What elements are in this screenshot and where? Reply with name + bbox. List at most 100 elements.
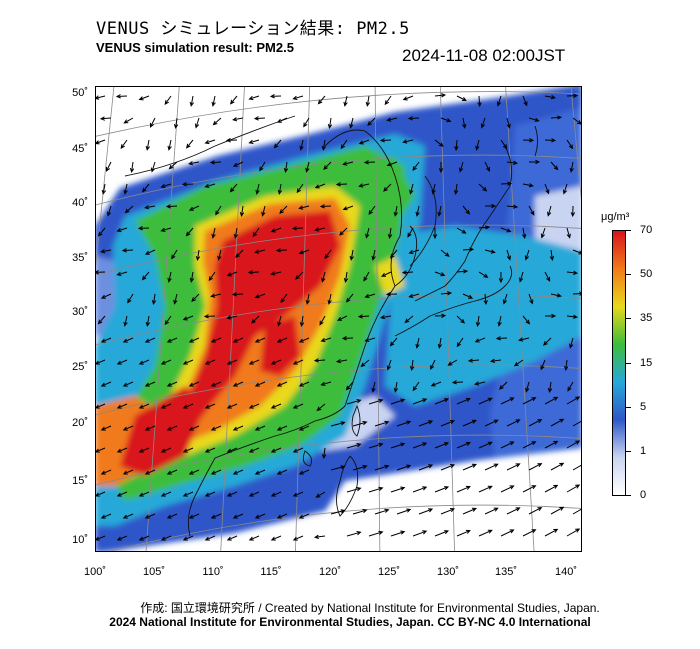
wind-vector-arrow xyxy=(462,117,467,129)
lat-label-50: 50˚ xyxy=(72,87,88,99)
wind-vector-arrow xyxy=(270,535,282,541)
wind-vector-arrow xyxy=(254,425,266,431)
wind-vector-arrow xyxy=(393,381,399,393)
wind-vector-arrow xyxy=(569,337,574,349)
wind-vector-arrow xyxy=(182,403,194,409)
wind-vector-arrow xyxy=(522,441,537,449)
wind-vector-arrow xyxy=(185,139,194,149)
wind-vector-arrow xyxy=(276,117,288,123)
wind-vector-arrow xyxy=(235,249,244,259)
wind-vector-arrow xyxy=(459,161,464,173)
wind-vector-arrow xyxy=(254,337,266,343)
wind-vector-arrow xyxy=(566,528,581,537)
wind-vector-arrow xyxy=(434,313,447,318)
wind-vector-arrow xyxy=(389,337,398,347)
wind-vector-arrow xyxy=(544,271,551,282)
lat-label-30: 30˚ xyxy=(72,306,88,318)
wind-vector-arrow xyxy=(95,270,106,275)
wind-vector-arrow xyxy=(173,293,178,305)
wind-vector-arrow xyxy=(229,95,238,105)
wind-vector-arrow xyxy=(270,491,282,497)
wind-vector-arrow xyxy=(291,226,304,231)
wind-vector-arrow xyxy=(137,226,150,231)
wind-vector-arrow xyxy=(106,205,112,217)
wind-vector-arrow xyxy=(390,486,406,493)
wind-vector-arrow xyxy=(232,381,244,387)
wind-vector-arrow xyxy=(232,469,244,475)
wind-vector-arrow xyxy=(100,513,112,519)
wind-vector-arrow xyxy=(232,117,244,122)
wind-vector-arrow xyxy=(210,293,222,298)
wind-vector-arrow xyxy=(248,139,260,144)
wind-vector-arrow xyxy=(462,205,471,215)
wind-vector-arrow xyxy=(248,535,260,541)
wind-vector-arrow xyxy=(276,469,288,475)
lat-label-40: 40˚ xyxy=(72,197,88,209)
wind-vector-arrow xyxy=(323,161,332,171)
wind-vector-arrow xyxy=(363,271,370,282)
wind-vector-arrow xyxy=(166,337,178,343)
wind-vector-arrow xyxy=(500,485,515,493)
wind-vector-arrow xyxy=(160,403,172,409)
wind-vector-arrow xyxy=(160,491,172,497)
wind-vector-arrow xyxy=(540,359,546,371)
wind-vector-arrow xyxy=(522,485,537,493)
wind-vector-arrow xyxy=(502,293,508,305)
wind-vector-arrow xyxy=(408,249,420,255)
wind-vector-arrow xyxy=(232,337,244,343)
wind-vector-arrow xyxy=(402,95,414,101)
wind-vector-arrow xyxy=(480,117,486,129)
wind-vector-arrow xyxy=(298,205,310,210)
wind-vector-arrow xyxy=(335,358,348,364)
wind-vector-arrow xyxy=(440,420,456,427)
wind-vector-arrow xyxy=(276,337,288,343)
wind-vector-arrow xyxy=(254,469,266,475)
wind-vector-arrow xyxy=(484,161,491,173)
wind-vector-arrow xyxy=(500,397,515,405)
colorbar-tickmark xyxy=(626,407,631,408)
wind-vector-arrow xyxy=(396,508,412,515)
wind-vector-arrow xyxy=(204,403,216,409)
wind-vector-arrow xyxy=(313,358,326,363)
wind-vector-arrow xyxy=(239,205,245,218)
wind-vector-arrow xyxy=(295,271,304,280)
wind-vector-arrow xyxy=(544,95,556,100)
wind-vector-arrow xyxy=(349,117,354,129)
wind-vector-arrow xyxy=(374,464,390,471)
colorbar-tickmark xyxy=(626,274,631,275)
wind-vector-arrow xyxy=(386,359,392,371)
wind-vector-arrow xyxy=(232,425,244,431)
wind-vector-arrow xyxy=(100,381,112,387)
wind-vector-arrow xyxy=(371,381,376,393)
wind-vector-arrow xyxy=(566,270,579,275)
wind-vector-arrow xyxy=(321,139,327,151)
wind-vector-arrow xyxy=(181,182,194,187)
colorbar-tickmark xyxy=(626,230,631,231)
wind-vector-arrow xyxy=(145,139,150,151)
wind-vector-arrow xyxy=(528,205,535,216)
wind-vector-arrow xyxy=(160,447,172,453)
wind-vector-arrow xyxy=(166,381,178,387)
wind-vector-arrow xyxy=(371,249,376,261)
wind-vector-arrow xyxy=(478,397,493,405)
wind-vector-arrow xyxy=(467,358,480,363)
wind-vector-arrow xyxy=(317,95,326,105)
wind-vector-arrow xyxy=(330,465,346,471)
wind-vector-arrow xyxy=(364,293,376,299)
pm25-map xyxy=(95,86,582,552)
wind-vector-arrow xyxy=(462,419,477,427)
lon-label-130: 130˚ xyxy=(436,566,460,578)
wind-vector-arrow xyxy=(528,507,543,515)
wind-vector-arrow xyxy=(368,442,384,449)
wind-vector-arrow xyxy=(496,95,502,107)
wind-vector-arrow xyxy=(409,359,415,372)
wind-vector-arrow xyxy=(412,161,420,172)
wind-vector-arrow xyxy=(412,442,428,449)
wind-vector-arrow xyxy=(454,139,459,152)
wind-vector-arrow xyxy=(358,183,370,188)
wind-vector-arrow xyxy=(144,249,156,255)
wind-vector-arrow xyxy=(231,292,244,297)
wind-vector-arrow xyxy=(270,271,282,276)
wind-vector-arrow xyxy=(141,183,150,193)
wind-vector-arrow xyxy=(277,315,282,327)
